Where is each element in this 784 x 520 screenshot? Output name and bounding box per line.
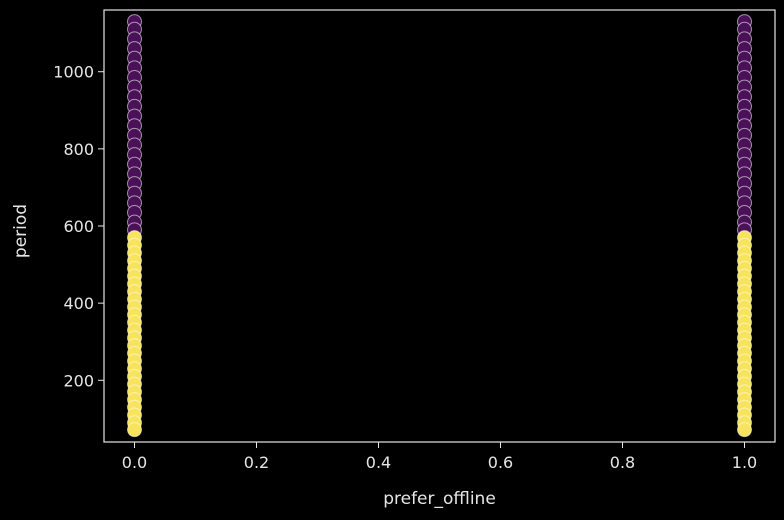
y-axis-label: period [11,204,31,258]
y-tick-label: 200 [63,371,94,390]
data-point-series-1 [127,422,142,438]
x-axis-ticks: 0.0 0.2 0.4 0.6 0.8 1.0 [122,442,757,472]
x-tick-label: 0.2 [244,453,269,472]
data-point-series-1 [737,422,752,438]
y-tick-label: 1000 [53,63,94,82]
y-tick-label: 800 [63,140,94,159]
y-tick-label: 400 [63,294,94,313]
x-tick-label: 0.8 [610,453,635,472]
x-tick-label: 1.0 [732,453,757,472]
points-layer [127,14,752,438]
x-tick-label: 0.0 [122,453,147,472]
x-axis-label: prefer_offline [383,489,496,509]
x-tick-label: 0.4 [366,453,391,472]
x-tick-label: 0.6 [488,453,513,472]
y-axis-ticks: 200 400 600 800 1000 [53,63,104,390]
y-tick-label: 600 [63,217,94,236]
